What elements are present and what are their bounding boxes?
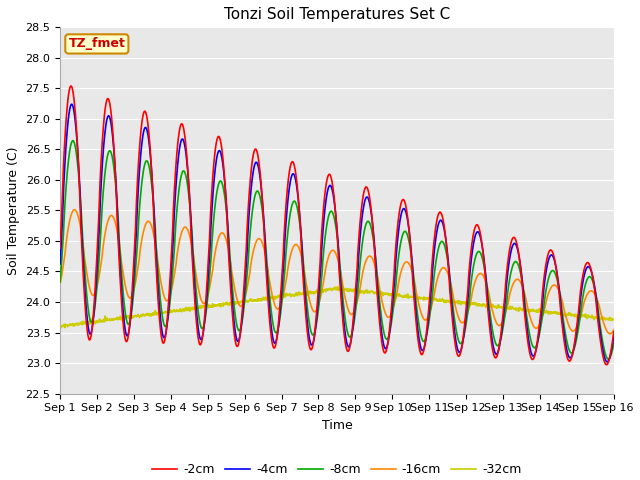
-16cm: [372, 264, 380, 270]
Line: -16cm: -16cm: [60, 210, 614, 334]
-4cm: [56, 261, 64, 267]
-32cm: [303, 293, 310, 299]
Title: Tonzi Soil Temperatures Set C: Tonzi Soil Temperatures Set C: [224, 7, 450, 22]
-4cm: [313, 313, 321, 319]
Text: TZ_fmet: TZ_fmet: [68, 37, 125, 50]
-2cm: [603, 362, 611, 368]
X-axis label: Time: Time: [321, 419, 353, 432]
-32cm: [292, 292, 300, 298]
-8cm: [610, 340, 618, 346]
-32cm: [57, 325, 65, 331]
-4cm: [303, 315, 310, 321]
-8cm: [313, 319, 321, 324]
Line: -4cm: -4cm: [60, 104, 614, 362]
-2cm: [303, 324, 310, 330]
-8cm: [303, 300, 310, 306]
Line: -8cm: -8cm: [60, 141, 614, 359]
-2cm: [372, 266, 380, 272]
-32cm: [335, 284, 342, 289]
-2cm: [122, 338, 130, 344]
-8cm: [56, 279, 64, 285]
-4cm: [610, 333, 618, 339]
Y-axis label: Soil Temperature (C): Soil Temperature (C): [7, 146, 20, 275]
-4cm: [604, 359, 611, 365]
-2cm: [313, 307, 321, 312]
-16cm: [292, 241, 300, 247]
Legend: -2cm, -4cm, -8cm, -16cm, -32cm: -2cm, -4cm, -8cm, -16cm, -32cm: [147, 458, 527, 480]
-32cm: [313, 287, 321, 293]
-2cm: [99, 124, 107, 130]
-32cm: [610, 317, 618, 323]
-2cm: [67, 83, 75, 89]
-4cm: [372, 256, 380, 262]
Line: -2cm: -2cm: [60, 86, 614, 365]
-8cm: [122, 314, 130, 320]
-4cm: [292, 176, 300, 182]
-16cm: [606, 331, 614, 336]
-4cm: [99, 147, 107, 153]
-8cm: [292, 199, 300, 205]
-8cm: [604, 356, 612, 362]
-16cm: [313, 307, 321, 312]
-16cm: [303, 284, 310, 290]
-16cm: [70, 207, 78, 213]
-32cm: [56, 325, 64, 331]
-16cm: [99, 242, 107, 248]
-16cm: [610, 327, 618, 333]
-8cm: [69, 138, 77, 144]
-8cm: [372, 254, 380, 260]
Line: -32cm: -32cm: [60, 287, 614, 328]
-32cm: [122, 315, 130, 321]
-8cm: [99, 188, 107, 194]
-32cm: [372, 289, 380, 295]
-2cm: [292, 168, 300, 174]
-4cm: [68, 101, 76, 107]
-16cm: [56, 281, 64, 287]
-16cm: [122, 285, 130, 291]
-32cm: [99, 317, 107, 323]
-2cm: [56, 245, 64, 251]
-4cm: [122, 330, 130, 336]
-2cm: [610, 329, 618, 335]
